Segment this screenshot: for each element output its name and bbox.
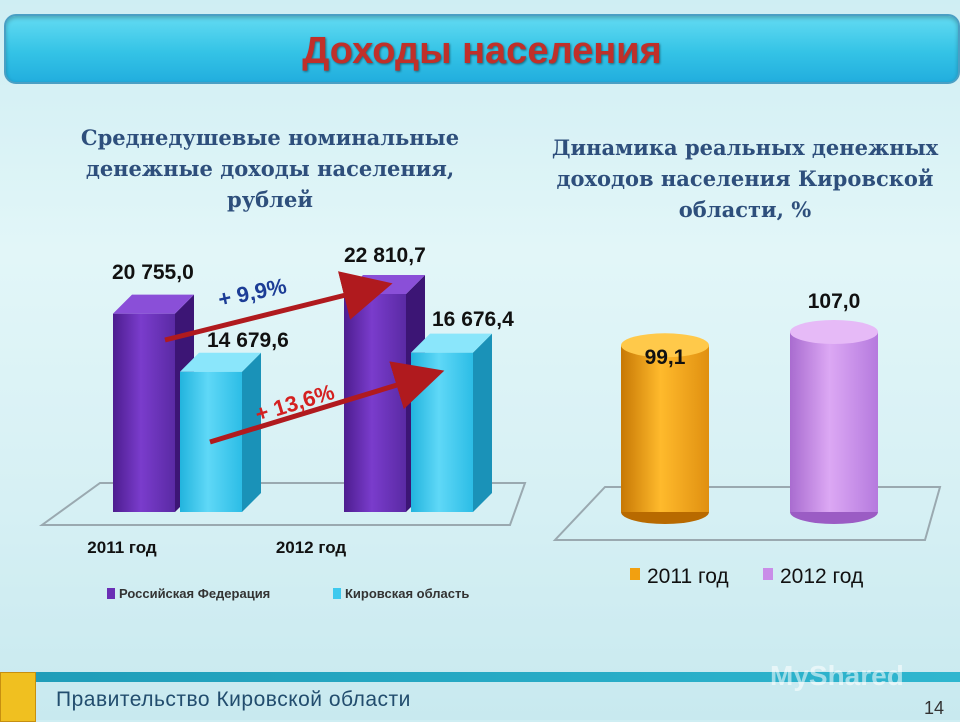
legend-swatch-2012	[763, 568, 773, 580]
page-title: Доходы населения	[302, 30, 662, 72]
bar-value-label: 22 810,7	[344, 244, 426, 267]
right-chart-floor	[552, 486, 942, 541]
right-chart-title: Динамика реальных денежных доходов насел…	[551, 135, 939, 222]
growth-arrow-rf	[164, 271, 393, 343]
growth-label-rf: + 9,9%	[216, 273, 289, 312]
title-bar: Доходы населения	[4, 14, 960, 84]
legend-label-rf: Российская Федерация	[119, 586, 270, 601]
bar-side	[242, 352, 261, 512]
left-chart-floor	[38, 482, 527, 526]
cylinder-value-label: 99,1	[645, 346, 686, 369]
page-number: 14	[924, 698, 945, 718]
left-x-label-2011: 2011 год	[87, 538, 157, 557]
bar	[344, 294, 406, 512]
legend-swatch-kirov	[333, 588, 341, 599]
legend-swatch-2011	[630, 568, 640, 580]
footer-band	[0, 672, 960, 682]
left-x-label-2012: 2012 год	[276, 538, 347, 557]
cylinder-top	[790, 320, 878, 344]
bar-value-label: 16 676,4	[432, 308, 514, 331]
emblem-icon	[0, 672, 36, 722]
bar	[113, 313, 175, 512]
bar-side	[473, 333, 492, 512]
bar-value-label: 14 679,6	[207, 329, 289, 352]
legend-label-2012: 2012 год	[780, 565, 863, 588]
bar-top	[411, 333, 492, 353]
footer-text: Правительство Кировской области	[56, 688, 411, 711]
cylinder-value-label: 107,0	[808, 290, 861, 313]
bar-value-label: 20 755,0	[112, 261, 194, 284]
legend-label-2011: 2011 год	[647, 565, 729, 588]
left-chart-title: Среднедушевые номинальные денежные доход…	[80, 125, 460, 212]
cylinder-bar	[621, 345, 709, 512]
watermark: MyShared	[770, 660, 904, 691]
bar-top	[113, 294, 194, 314]
growth-arrow-kirov	[209, 361, 445, 445]
legend-label-kirov: Кировская область	[345, 586, 469, 601]
cylinder-bar	[790, 332, 878, 512]
legend-swatch-rf	[107, 588, 115, 599]
bar-top	[180, 352, 261, 372]
growth-label-kirov: + 13,6%	[252, 379, 337, 427]
cylinder-top	[621, 333, 709, 358]
